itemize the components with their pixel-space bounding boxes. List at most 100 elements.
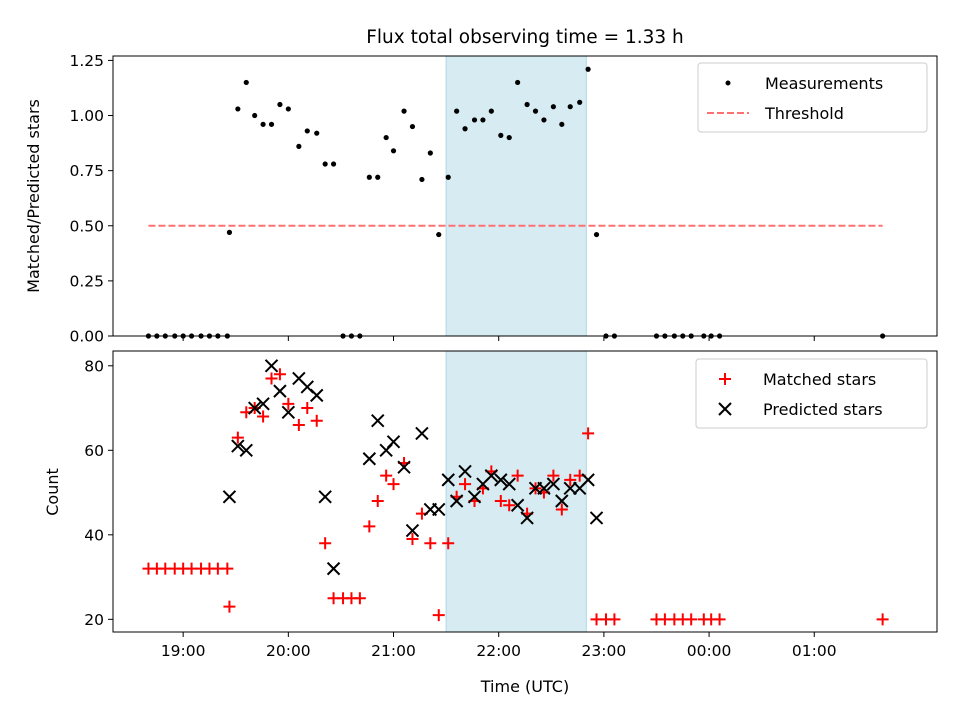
matched-star-point — [459, 478, 472, 491]
predicted-star-point — [510, 498, 525, 512]
predicted-star-point — [405, 523, 420, 538]
measurement-point — [322, 161, 328, 167]
matched-star-point — [547, 469, 560, 482]
measurement-point — [506, 134, 512, 141]
measurement-point — [471, 117, 478, 123]
legend-measurements-label: Measurements — [765, 74, 883, 93]
measurement-point — [445, 174, 451, 180]
x-tick-label: 20:00 — [266, 642, 311, 660]
predicted-star-point — [256, 397, 270, 411]
matched-star-point — [876, 613, 889, 626]
measurement-point — [585, 66, 591, 72]
ratio-panel-marks — [145, 66, 886, 339]
ratio-panel-y-ticks: 0.00 0.25 0.50 0.75 1.00 1.25 — [69, 52, 113, 346]
measurement-point — [390, 148, 397, 154]
matched-star-point — [582, 427, 595, 440]
predicted-star-point — [362, 452, 377, 466]
measurement-point — [436, 231, 442, 238]
predicted-star-point — [537, 481, 551, 496]
measurement-point — [515, 79, 521, 86]
measurement-point — [409, 123, 416, 130]
matched-star-point — [432, 609, 445, 622]
matched-star-point — [265, 372, 278, 385]
matched-star-point — [511, 469, 524, 482]
predicted-star-point — [231, 439, 245, 453]
measurement-point — [277, 101, 283, 108]
measurement-point — [296, 143, 302, 149]
ratio-panel-shaded-region — [445, 55, 587, 337]
predicted-star-point — [520, 511, 534, 525]
measurement-point — [252, 112, 258, 119]
matched-star-point — [282, 397, 295, 410]
matched-star-point — [371, 495, 384, 508]
predicted-star-point — [432, 502, 446, 517]
y-tick-label: 1.25 — [69, 52, 104, 70]
matched-star-point — [231, 431, 244, 444]
matched-star-point — [380, 469, 393, 482]
count-panel-marks — [142, 359, 889, 626]
predicted-star-point — [239, 443, 253, 458]
measurement-point — [419, 176, 425, 183]
x-tick-label: 23:00 — [582, 642, 627, 660]
count-panel-frame — [112, 350, 938, 633]
legend-predicted-marker — [718, 402, 732, 416]
matched-star-point — [685, 613, 698, 626]
matched-star-point — [310, 414, 323, 427]
predicted-star-point — [222, 490, 237, 504]
predicted-star-point — [555, 494, 569, 508]
matched-star-point — [273, 368, 286, 381]
predicted-star-point — [502, 477, 516, 491]
measurement-point — [375, 174, 381, 180]
predicted-star-point — [318, 490, 332, 504]
predicted-star-point — [458, 464, 472, 479]
measurement-point — [532, 108, 539, 114]
y-tick-label: 60 — [84, 442, 104, 460]
measurement-point — [550, 104, 556, 110]
measurement-point — [462, 126, 468, 132]
predicted-star-point — [326, 561, 341, 576]
y-tick-label: 0.75 — [69, 162, 104, 180]
matched-star-point — [292, 418, 305, 431]
y-tick-label: 0.50 — [69, 217, 104, 235]
predicted-star-point — [467, 490, 482, 504]
legend-matched-label: Matched stars — [763, 370, 876, 389]
predicted-star-point — [397, 460, 411, 474]
predicted-star-point — [449, 494, 464, 508]
count-panel-shaded-region — [445, 350, 587, 633]
count-panel-legend: Matched stars Predicted stars — [695, 358, 928, 429]
matched-star-point — [442, 537, 455, 550]
ratio-panel-frame — [112, 55, 938, 337]
count-panel-y-axis-label: Count — [43, 468, 62, 516]
measurement-point — [541, 117, 547, 123]
predicted-star-point — [273, 384, 287, 398]
measurement-point — [401, 108, 407, 114]
matched-star-point — [363, 520, 376, 533]
x-tick-label: 01:00 — [792, 642, 837, 660]
measurement-point — [226, 229, 233, 235]
measurement-point — [314, 130, 320, 136]
measurement-point — [366, 174, 372, 180]
matched-star-point — [713, 613, 726, 626]
measurement-point — [243, 79, 249, 86]
y-tick-label: 0.25 — [69, 272, 104, 290]
predicted-star-point — [310, 388, 324, 403]
measurement-point — [488, 108, 494, 114]
measurement-point — [235, 106, 241, 112]
measurement-point — [559, 121, 565, 127]
measurement-point — [498, 132, 504, 138]
matched-star-point — [319, 537, 332, 550]
y-tick-label: 1.00 — [69, 107, 104, 125]
predicted-star-point — [415, 426, 429, 441]
predicted-star-point — [386, 435, 401, 449]
legend-threshold-label: Threshold — [764, 104, 844, 123]
matched-star-point — [353, 592, 366, 605]
count-panel-x-ticks: 19:00 20:00 21:00 22:00 23:00 00:00 01:00 — [161, 632, 837, 660]
legend-frame — [697, 62, 928, 133]
measurement-point — [577, 99, 583, 105]
measurement-point — [260, 121, 266, 127]
measurement-point — [567, 104, 573, 110]
legend-matched-marker — [719, 373, 731, 385]
matched-star-point — [608, 613, 621, 626]
measurement-point — [285, 106, 291, 112]
